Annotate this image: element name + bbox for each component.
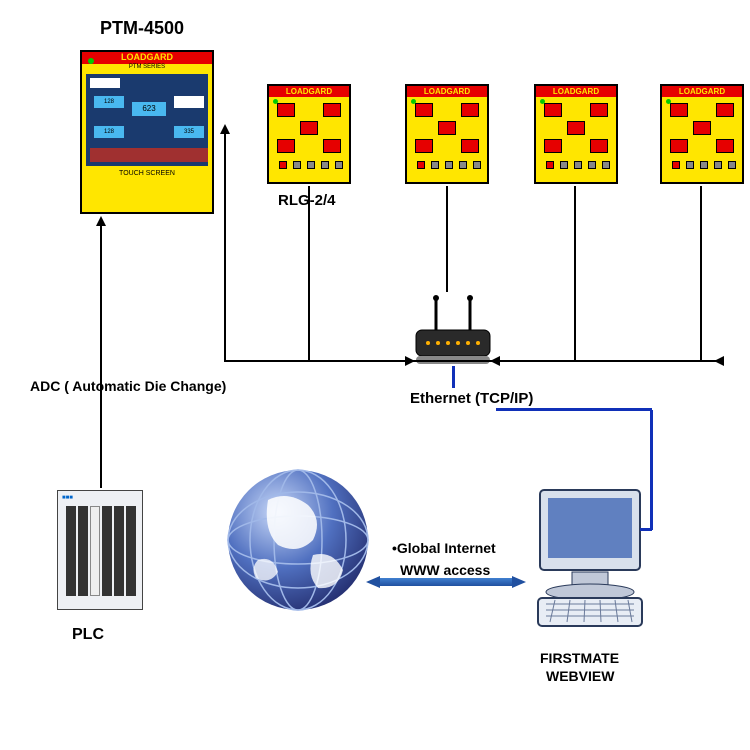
computer-icon bbox=[520, 480, 660, 645]
rlg-header: LOADGARD bbox=[269, 86, 349, 97]
blue-line-h1 bbox=[496, 408, 652, 411]
ptm-val-2: 128 bbox=[94, 126, 124, 138]
ptm-val-1: 623 bbox=[132, 102, 166, 116]
arrow-ptm-right bbox=[220, 124, 230, 134]
line-ptm-plc bbox=[100, 224, 102, 488]
line-rlg3 bbox=[574, 186, 576, 362]
rlg-label: RLG-2/4 bbox=[278, 192, 336, 209]
line-ptm-right bbox=[224, 132, 226, 362]
rlg-header: LOADGARD bbox=[407, 86, 487, 97]
rlg-header: LOADGARD bbox=[536, 86, 616, 97]
ptm-screen: 128 623 128 335 bbox=[86, 74, 208, 166]
arrow-bus-far bbox=[714, 356, 724, 366]
ptm-footer: TOUCH SCREEN bbox=[82, 170, 212, 177]
www-access-label: WWW access bbox=[400, 562, 490, 578]
blue-arrow-right bbox=[512, 576, 526, 588]
ptm-subheader: PTM SERIES bbox=[82, 64, 212, 70]
rlg-device-1: LOADGARD bbox=[267, 84, 351, 184]
firstmate-label-1: FIRSTMATE bbox=[540, 650, 619, 666]
plc-device: ■■■ bbox=[57, 490, 143, 610]
firstmate-label-2: WEBVIEW bbox=[546, 668, 614, 684]
arrow-bus-right bbox=[405, 356, 415, 366]
adc-label: ADC ( Automatic Die Change) bbox=[30, 378, 226, 394]
ethernet-label: Ethernet (TCP/IP) bbox=[410, 390, 533, 407]
ptm-device: LOADGARD PTM SERIES 128 623 128 335 TOUC… bbox=[80, 50, 214, 214]
line-rlg1 bbox=[308, 186, 310, 362]
router-icon bbox=[408, 290, 498, 375]
arrow-ptm bbox=[96, 216, 106, 226]
line-rlg4 bbox=[700, 186, 702, 362]
ptm-label: PTM-4500 bbox=[100, 18, 184, 39]
rlg-device-3: LOADGARD bbox=[534, 84, 618, 184]
globe-icon bbox=[218, 460, 378, 625]
ptm-val-0: 128 bbox=[94, 96, 124, 108]
global-internet-label: •Global Internet bbox=[392, 540, 496, 556]
rlg-header: LOADGARD bbox=[662, 86, 742, 97]
ptm-val-3: 335 bbox=[174, 126, 204, 138]
blue-line-v1 bbox=[650, 410, 653, 530]
blue-line-h2 bbox=[640, 528, 652, 531]
ptm-header: LOADGARD bbox=[82, 52, 212, 64]
line-rlg2 bbox=[446, 186, 448, 292]
blue-arrow-left bbox=[366, 576, 380, 588]
plc-label: PLC bbox=[72, 626, 104, 644]
arrow-bus-left-end bbox=[490, 356, 500, 366]
blue-double-arrow bbox=[378, 578, 514, 586]
blue-line-v0 bbox=[452, 366, 455, 388]
line-bus bbox=[224, 360, 724, 362]
rlg-device-2: LOADGARD bbox=[405, 84, 489, 184]
rlg-device-4: LOADGARD bbox=[660, 84, 744, 184]
